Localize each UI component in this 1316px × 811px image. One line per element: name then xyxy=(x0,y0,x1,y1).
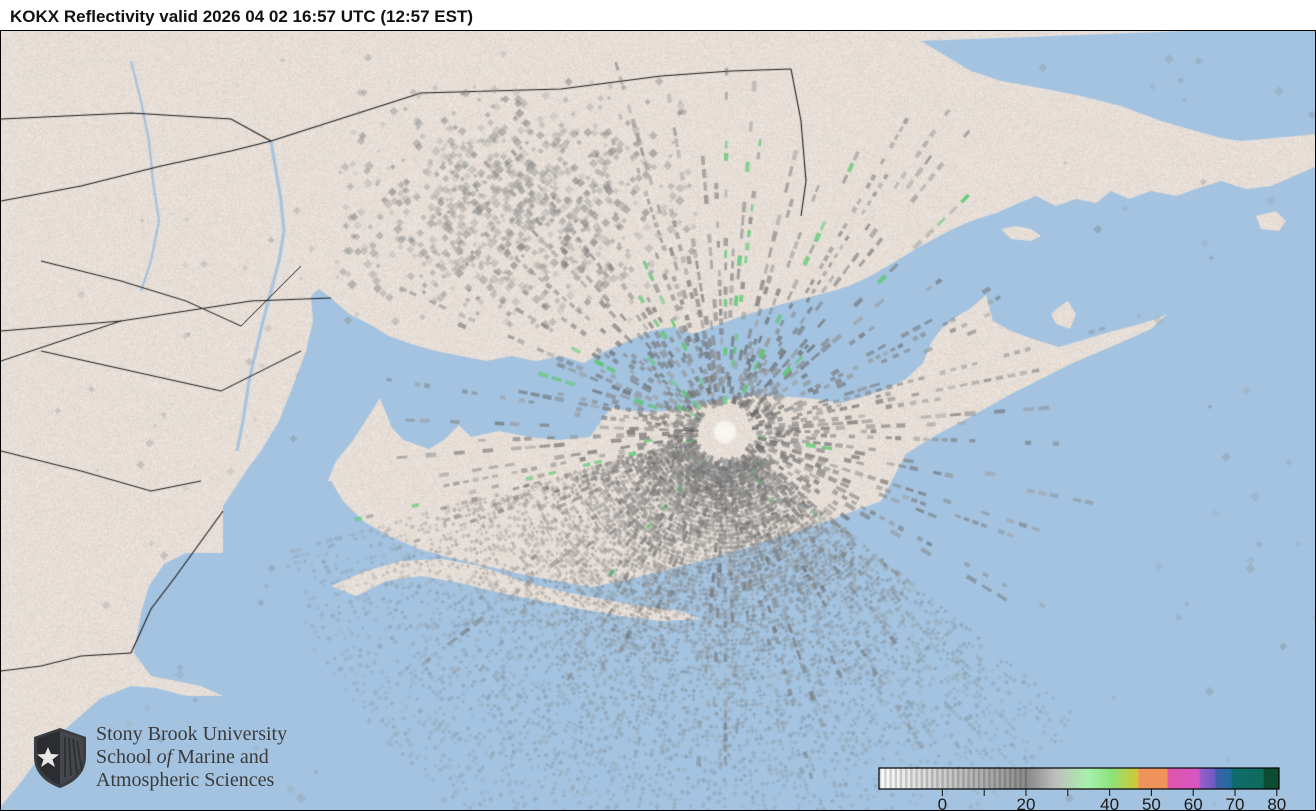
svg-text:20: 20 xyxy=(1017,795,1036,811)
svg-text:40: 40 xyxy=(1100,795,1119,811)
svg-text:70: 70 xyxy=(1226,795,1245,811)
svg-text:0: 0 xyxy=(938,795,947,811)
svg-text:50: 50 xyxy=(1142,795,1161,811)
svg-text:80: 80 xyxy=(1267,795,1286,811)
svg-text:60: 60 xyxy=(1184,795,1203,811)
